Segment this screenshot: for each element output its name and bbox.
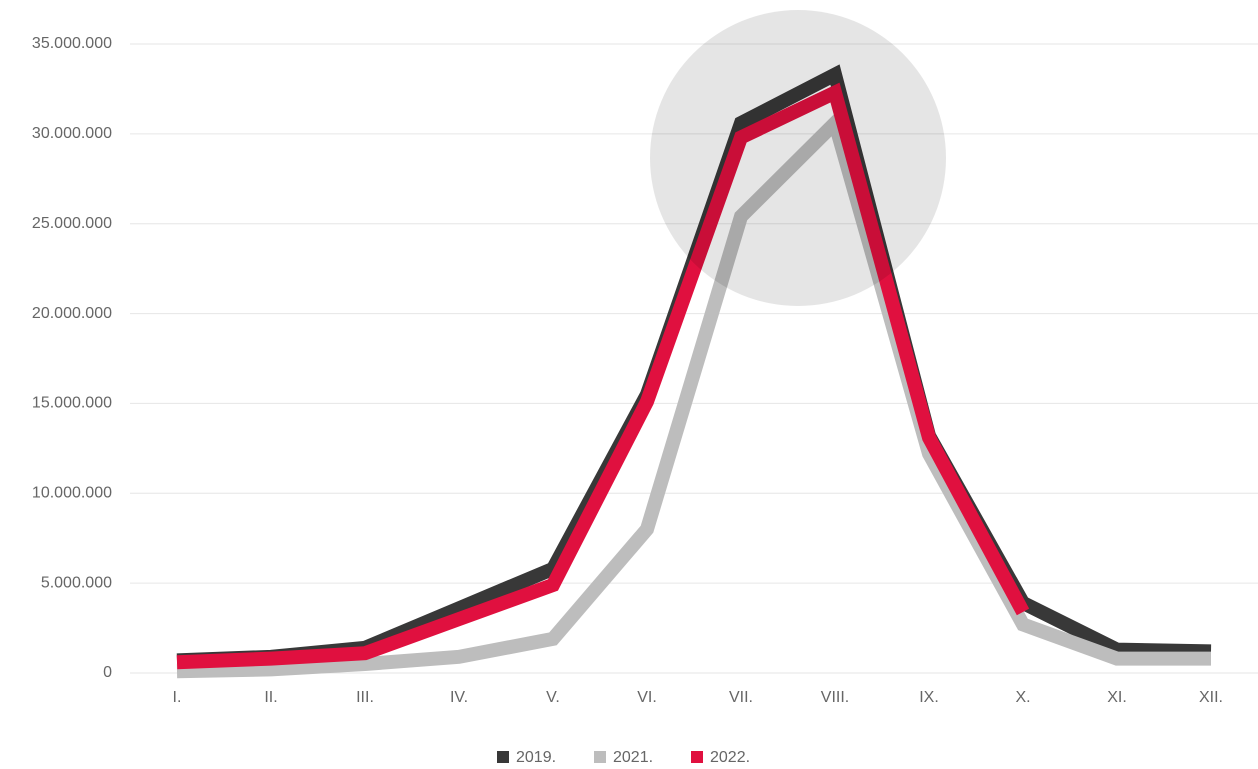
y-tick-label: 30.000.000 xyxy=(32,125,112,142)
legend: 2019. 2021. 2022. xyxy=(497,749,750,766)
x-tick-label: I. xyxy=(173,689,182,706)
y-tick-label: 20.000.000 xyxy=(32,305,112,322)
x-tick-label: IV. xyxy=(450,689,468,706)
y-tick-label: 10.000.000 xyxy=(32,485,112,502)
x-tick-label: VI. xyxy=(637,689,657,706)
y-tick-label: 25.000.000 xyxy=(32,215,112,232)
labels: 0 5.000.000 10.000.000 15.000.000 20.000.000… xyxy=(32,35,1223,706)
x-tick-label: II. xyxy=(264,689,277,706)
x-tick-label: XII. xyxy=(1199,689,1223,706)
y-tick-label: 5.000.000 xyxy=(41,574,112,591)
grid xyxy=(130,43,1258,674)
x-tick-label: X. xyxy=(1015,689,1030,706)
x-tick-label: XI. xyxy=(1107,689,1127,706)
legend-label: 2021. xyxy=(613,749,653,766)
x-tick-label: VII. xyxy=(729,689,753,706)
legend-label: 2019. xyxy=(516,749,556,766)
y-tick-label: 15.000.000 xyxy=(32,395,112,412)
legend-swatch xyxy=(691,751,703,763)
legend-label: 2022. xyxy=(710,749,750,766)
y-tick-label: 0 xyxy=(103,664,112,681)
series-line xyxy=(176,82,1030,670)
x-tick-label: V. xyxy=(546,689,560,706)
legend-swatch xyxy=(594,751,606,763)
x-tick-label: III. xyxy=(356,689,374,706)
x-tick-label: VIII. xyxy=(821,689,849,706)
highlight-circle xyxy=(650,10,946,306)
legend-swatch xyxy=(497,751,509,763)
x-tick-label: IX. xyxy=(919,689,939,706)
lines xyxy=(176,64,1212,679)
series-line xyxy=(176,109,1211,679)
y-tick-label: 35.000.000 xyxy=(32,35,112,52)
